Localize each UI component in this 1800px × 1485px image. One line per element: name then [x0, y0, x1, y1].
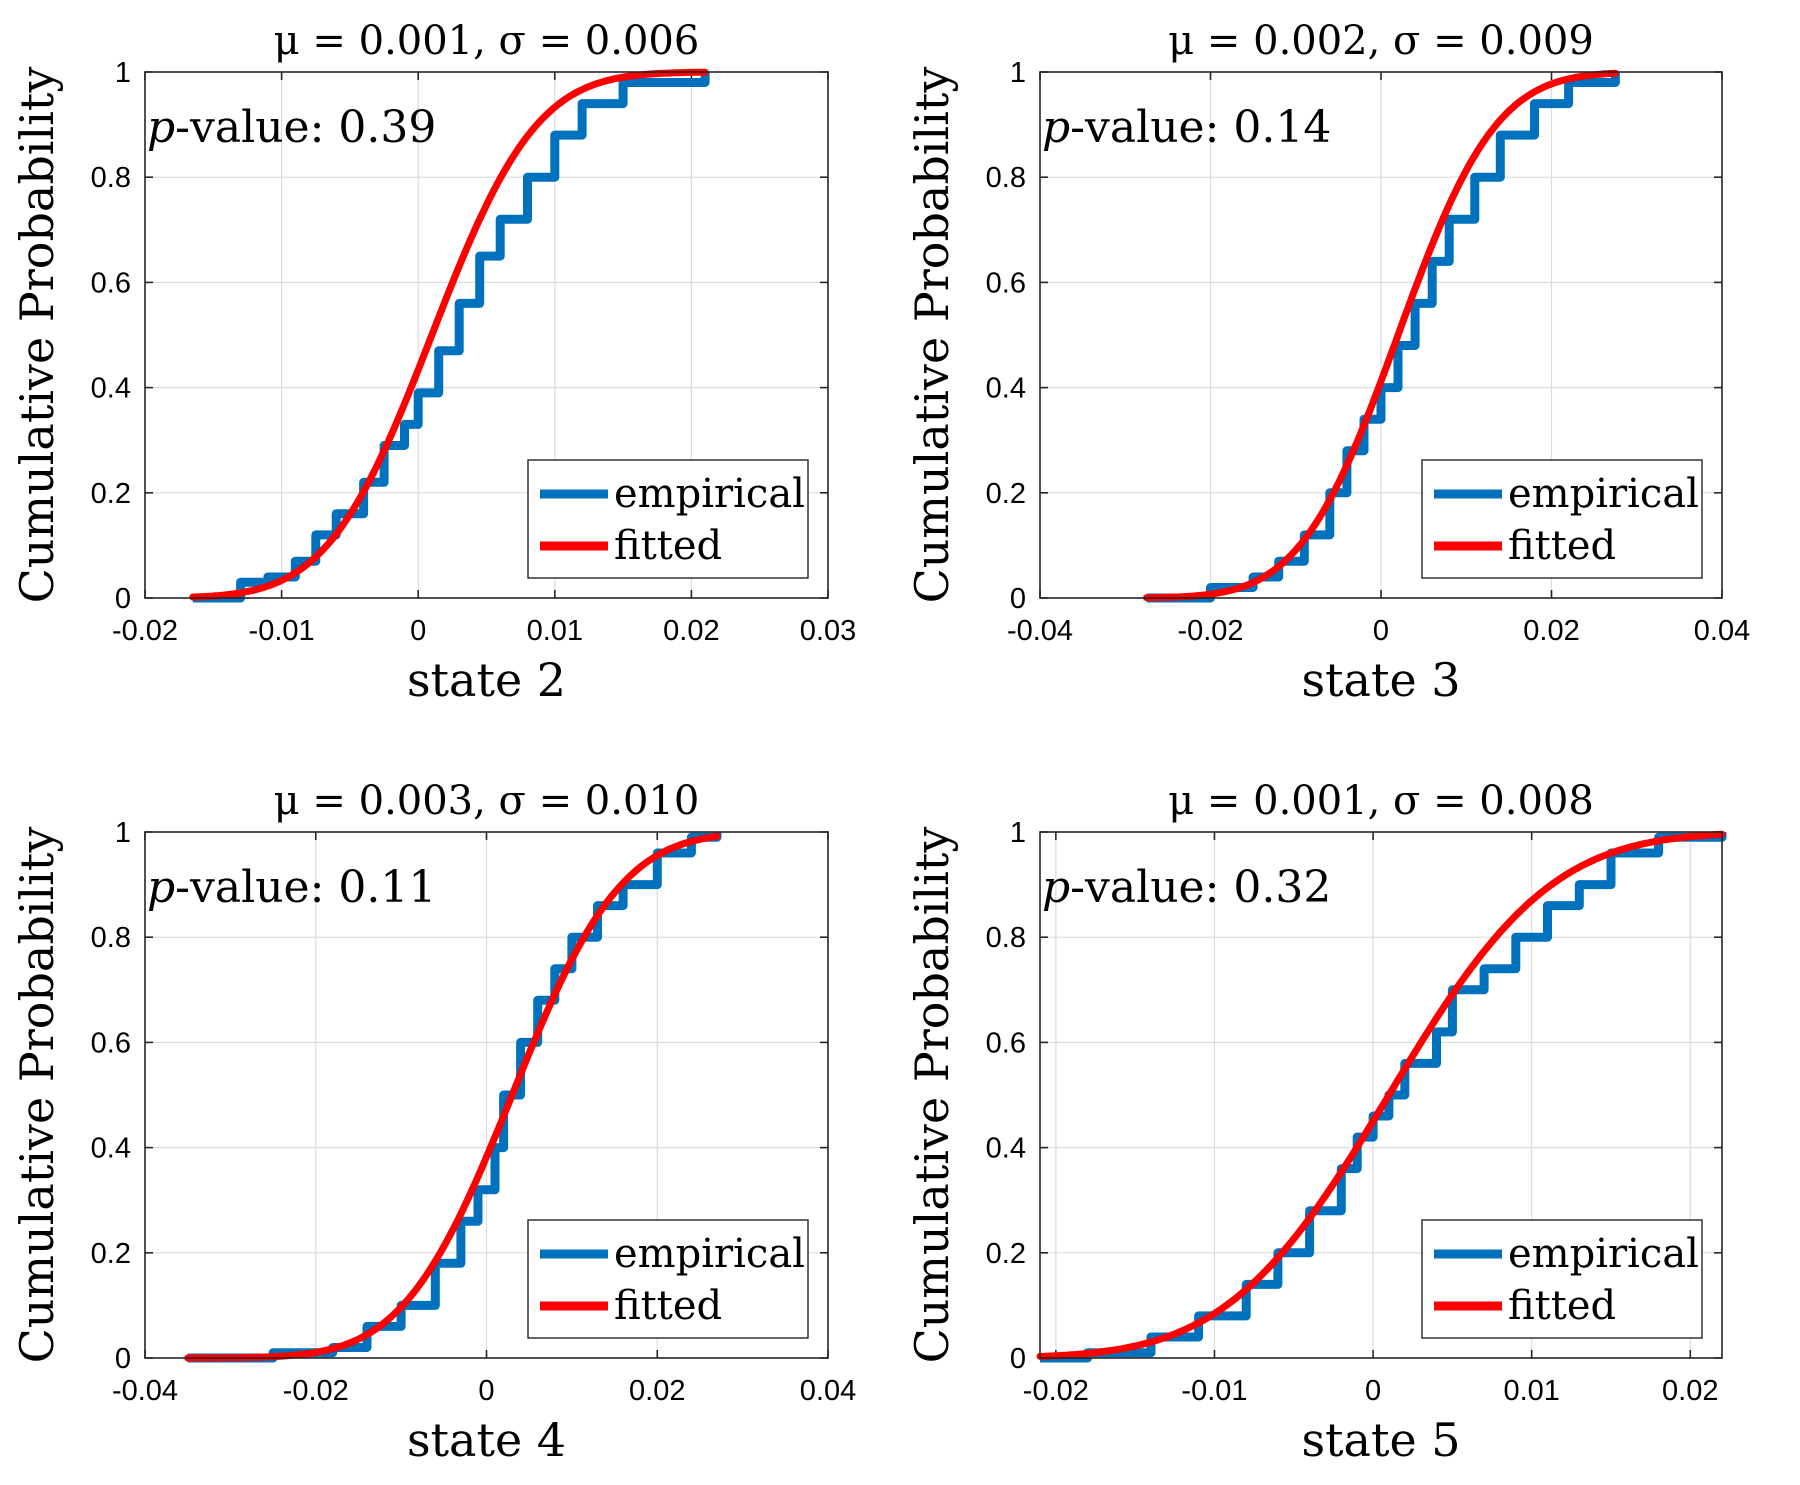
- legend-fitted-label: fitted: [1508, 523, 1616, 569]
- fitted-cdf-line: [189, 68, 709, 601]
- x-tick-label: 0.02: [629, 1375, 685, 1407]
- x-tick-label: 0: [1373, 615, 1389, 647]
- empirical-cdf-line: [192, 72, 710, 603]
- y-tick-label: 0.4: [91, 373, 131, 405]
- y-tick-label: 0.6: [91, 1027, 131, 1059]
- fitted-cdf-line: [1143, 69, 1619, 602]
- chart-title: μ = 0.002, σ = 0.009: [1168, 18, 1594, 64]
- p-value-annotation: p-value: 0.11: [147, 862, 436, 913]
- y-axis-label: Cumulative Probability: [905, 827, 959, 1364]
- x-axis-label: state 4: [407, 1413, 566, 1467]
- x-tick-label: -0.02: [1177, 615, 1243, 647]
- y-tick-label: 0: [115, 583, 131, 615]
- y-tick-label: 0.8: [91, 162, 131, 194]
- x-tick-label: 0.02: [663, 615, 719, 647]
- legend-box: [527, 459, 809, 579]
- y-tick-label: 0.8: [986, 162, 1026, 194]
- y-axis-label: Cumulative Probability: [10, 827, 64, 1364]
- x-tick-label: 0: [1365, 1375, 1381, 1407]
- y-tick-label: 0.4: [986, 373, 1026, 405]
- y-tick-label: 0.4: [986, 1133, 1026, 1165]
- y-tick-label: 0: [1010, 1343, 1026, 1375]
- x-tick-label: 0: [478, 1375, 494, 1407]
- fitted-cdf-line: [1036, 830, 1726, 1360]
- legend: empirical fitted: [527, 1219, 809, 1339]
- legend: empirical fitted: [1421, 459, 1703, 579]
- x-tick-label: -0.04: [1007, 615, 1073, 647]
- p-value-annotation: p-value: 0.32: [1042, 862, 1331, 913]
- fitted-cdf-line: [184, 832, 721, 1362]
- y-tick-label: 1: [1010, 817, 1026, 849]
- y-tick-label: 1: [1010, 57, 1026, 89]
- y-tick-label: 0.6: [986, 1027, 1026, 1059]
- legend-empirical-label: empirical: [614, 471, 805, 517]
- axes-box: [1039, 831, 1723, 1359]
- x-axis-label: state 5: [1301, 1413, 1460, 1467]
- axes-box: [144, 831, 829, 1359]
- x-tick-label: 0: [410, 615, 426, 647]
- x-axis-label: state 2: [407, 653, 566, 707]
- chart-panel-3: -0.04 -0.02 0 0.02 0.04 0 0.2 0.4 0.6 0.8 1 μ = 0.0…: [10, 778, 856, 1467]
- axes-box: [1039, 71, 1723, 599]
- legend-empirical-label: empirical: [614, 1231, 805, 1277]
- legend-box: [1421, 1219, 1703, 1339]
- chart-title: μ = 0.001, σ = 0.008: [1168, 778, 1594, 824]
- y-tick-label: 1: [115, 57, 131, 89]
- axes-box: [144, 71, 829, 599]
- chart-panel-2: -0.04 -0.02 0 0.02 0.04 0 0.2 0.4 0.6 0.8 1 μ = 0.0…: [905, 18, 1750, 707]
- y-tick-label: 0: [115, 1343, 131, 1375]
- legend-fitted-label: fitted: [614, 523, 722, 569]
- x-tick-label: -0.04: [112, 1375, 178, 1407]
- x-tick-label: 0.02: [1523, 615, 1579, 647]
- y-tick-label: 0: [1010, 583, 1026, 615]
- legend-box: [1421, 459, 1703, 579]
- x-tick-label: 0.03: [800, 615, 856, 647]
- x-tick-label: -0.02: [283, 1375, 349, 1407]
- y-tick-label: 0.4: [91, 1133, 131, 1165]
- legend-fitted-label: fitted: [614, 1283, 722, 1329]
- x-tick-label: -0.01: [249, 615, 315, 647]
- legend-fitted-label: fitted: [1508, 1283, 1616, 1329]
- y-axis-label: Cumulative Probability: [10, 67, 64, 604]
- y-tick-label: 0.6: [91, 267, 131, 299]
- legend-empirical-label: empirical: [1508, 1231, 1699, 1277]
- x-tick-label: 0.04: [1694, 615, 1750, 647]
- chart-title: μ = 0.003, σ = 0.010: [274, 778, 700, 824]
- y-tick-label: 0.2: [986, 1238, 1026, 1270]
- legend-empirical-label: empirical: [1508, 471, 1699, 517]
- y-tick-label: 0.2: [986, 478, 1026, 510]
- y-tick-label: 1: [115, 817, 131, 849]
- x-tick-label: 0.01: [1503, 1375, 1559, 1407]
- p-value-annotation: p-value: 0.39: [147, 102, 436, 153]
- p-value-annotation: p-value: 0.14: [1042, 102, 1331, 153]
- y-tick-label: 0.2: [91, 1238, 131, 1270]
- chart-panel-4: -0.02 -0.01 0 0.01 0.02 0 0.2 0.4 0.6 0.8 1 μ = 0.0…: [905, 778, 1727, 1467]
- y-tick-label: 0.2: [91, 478, 131, 510]
- y-tick-label: 0.8: [986, 922, 1026, 954]
- y-tick-label: 0.8: [91, 922, 131, 954]
- x-tick-label: -0.02: [1023, 1375, 1089, 1407]
- x-tick-label: -0.01: [1181, 1375, 1247, 1407]
- x-axis-label: state 3: [1301, 653, 1460, 707]
- x-tick-label: -0.02: [112, 615, 178, 647]
- y-tick-label: 0.6: [986, 267, 1026, 299]
- legend: empirical fitted: [1421, 1219, 1703, 1339]
- chart-panel-1: -0.02 -0.01 0 0.01 0.02 0.03 0 0.2 0.4 0.6 0.8 1 μ =…: [10, 18, 856, 707]
- legend-box: [527, 1219, 809, 1339]
- x-tick-label: 0.02: [1662, 1375, 1718, 1407]
- y-axis-label: Cumulative Probability: [905, 67, 959, 604]
- chart-title: μ = 0.001, σ = 0.006: [274, 18, 700, 64]
- x-tick-label: 0.01: [527, 615, 583, 647]
- x-tick-label: 0.04: [800, 1375, 856, 1407]
- legend: empirical fitted: [527, 459, 809, 579]
